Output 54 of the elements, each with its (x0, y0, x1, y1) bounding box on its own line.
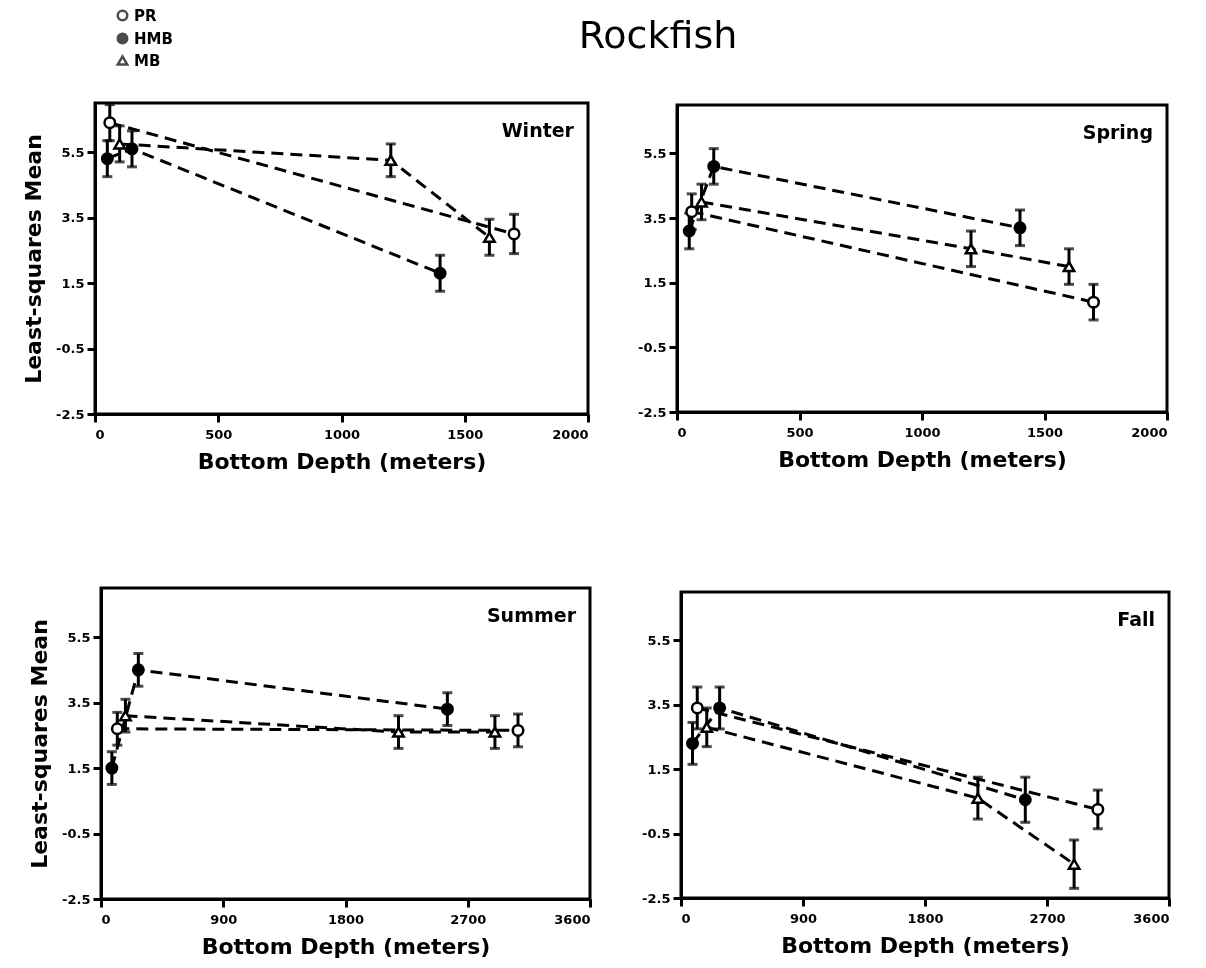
x-tick-label: 900 (210, 911, 238, 927)
x-tick-label: 1000 (904, 424, 941, 440)
y-tick-label: 5.5 (643, 145, 667, 161)
x-tick-label: 3600 (554, 911, 591, 927)
x-tick-label: 0 (681, 910, 691, 926)
y-tick-label: 1.5 (61, 275, 85, 291)
x-tick-label: 0 (101, 911, 111, 927)
y-tick-label: 3.5 (647, 697, 671, 713)
y-tick-label: 1.5 (647, 761, 671, 777)
chart-title: Rockfish (578, 13, 738, 57)
y-tick-label: 3.5 (61, 210, 85, 226)
x-axis-title: Bottom Depth (meters) (201, 933, 491, 959)
y-tick-label: -2.5 (642, 890, 671, 906)
x-tick-label: 3600 (1133, 910, 1170, 926)
y-tick-label: 5.5 (61, 144, 85, 160)
y-tick-label: 5.5 (647, 632, 671, 648)
y-tick-label: -2.5 (62, 891, 91, 907)
y-axis-title: Least-squares Mean (21, 134, 47, 384)
x-axis-title: Bottom Depth (meters) (778, 446, 1067, 472)
x-tick-label: 1000 (323, 426, 361, 442)
x-tick-label: 2000 (552, 426, 589, 442)
y-tick-label: -0.5 (62, 826, 91, 842)
x-tick-label: 0 (677, 424, 687, 440)
legend-label: PR (134, 6, 157, 25)
x-tick-label: 1500 (1026, 424, 1064, 440)
x-tick-label: 1500 (447, 426, 484, 442)
y-tick-label: -2.5 (56, 406, 85, 422)
y-tick-label: -0.5 (638, 339, 667, 355)
x-tick-label: 2000 (1131, 424, 1168, 440)
annotation: Fall (1117, 608, 1155, 630)
x-tick-label: 500 (205, 426, 233, 442)
y-tick-label: 1.5 (643, 275, 667, 291)
x-tick-label: 1800 (327, 911, 365, 927)
y-tick-label: 3.5 (67, 695, 91, 711)
y-tick-label: 5.5 (67, 629, 91, 645)
x-axis-title: Bottom Depth (meters) (197, 448, 487, 474)
annotation: Winter (501, 119, 575, 141)
y-tick-label: 3.5 (643, 210, 667, 226)
y-tick-label: -2.5 (638, 404, 667, 420)
x-tick-label: 2700 (1029, 910, 1066, 926)
annotation: Summer (486, 604, 577, 626)
y-tick-label: 1.5 (67, 760, 91, 776)
y-tick-label: -0.5 (642, 826, 671, 842)
x-axis-title: Bottom Depth (meters) (781, 932, 1070, 958)
annotation: Spring (1082, 121, 1153, 143)
x-tick-label: 0 (95, 426, 105, 442)
x-tick-label: 2700 (450, 911, 487, 927)
x-tick-label: 900 (789, 910, 818, 926)
x-tick-label: 500 (786, 424, 814, 440)
y-axis-title: Least-squares Mean (27, 619, 53, 869)
legend-label: HMB (134, 29, 173, 48)
y-tick-label: -0.5 (56, 341, 85, 357)
legend-label: MB (134, 51, 161, 70)
x-tick-label: 1800 (907, 910, 944, 926)
